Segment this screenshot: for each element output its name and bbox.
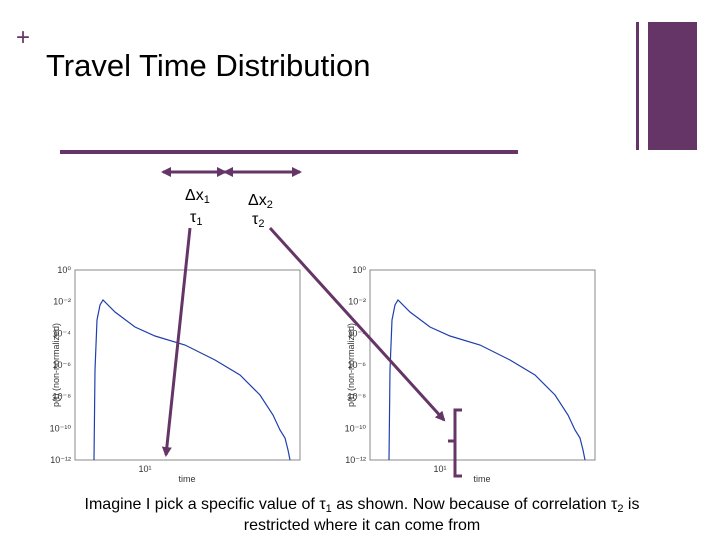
caption-text: as shown. Now because of correlation τ: [332, 496, 618, 513]
y-tick-label: 10⁻⁸: [347, 392, 366, 402]
divider: [60, 150, 518, 154]
y-tick-label: 10⁻⁸: [52, 392, 71, 402]
label: τ1: [190, 209, 202, 228]
y-tick-label: 10⁻⁴: [52, 328, 71, 338]
plot-frame: [74, 269, 301, 461]
subscript: 1: [326, 503, 332, 515]
y-tick-label: 10⁻⁴: [347, 328, 366, 338]
plots: 10⁰ 10⁻² 10⁻⁴ 10⁻⁶ 10⁻⁸ 10⁻¹⁰ 10⁻¹² 10¹ time p(t)…: [50, 265, 596, 484]
accent-bar-thin: [636, 22, 639, 150]
subscript: 2: [617, 503, 623, 515]
y-tick-label: 10⁻²: [53, 297, 71, 307]
caption-text: Imagine I pick a specific value of τ: [85, 496, 327, 513]
caption-line: restricted where it can come from: [244, 517, 481, 534]
slide-title: Travel Time Distribution: [46, 48, 370, 83]
accent-bar: [648, 22, 697, 150]
x-axis-label: time: [473, 474, 490, 484]
y-tick-label: 10⁻¹²: [345, 455, 366, 465]
range-bracket: [448, 408, 462, 478]
plot-frame: [369, 269, 596, 461]
pointer-arrow: [268, 226, 446, 422]
y-tick-label: 10⁰: [352, 265, 366, 275]
y-axis-label: p(t) (non-normalized): [346, 323, 356, 407]
y-tick-label: 10⁻²: [348, 297, 366, 307]
y-tick-label: 10⁻⁶: [348, 360, 367, 370]
pointer-arrow: [161, 227, 192, 457]
distribution-curve: [93, 299, 291, 461]
subscript: 1: [196, 216, 202, 228]
tau-label: τ: [252, 211, 259, 228]
dx-label: Δx: [185, 187, 204, 204]
x-tick-label: 10¹: [138, 464, 151, 474]
subscript: 2: [267, 199, 273, 211]
label: Δx1: [185, 187, 210, 206]
caption-text: is: [623, 496, 639, 513]
x-axis-label: time: [178, 474, 195, 484]
tau-label: τ: [190, 209, 197, 226]
distribution-curve: [388, 299, 586, 461]
y-tick-label: 10⁻⁶: [53, 360, 72, 370]
dx-label: Δx: [248, 192, 267, 209]
y-tick-label: 10⁻¹²: [50, 455, 71, 465]
y-tick-label: 10⁰: [57, 265, 71, 275]
subscript: 1: [204, 194, 210, 206]
subscript: 2: [258, 218, 264, 230]
plus-sign: +: [16, 24, 30, 51]
x-tick-label: 10¹: [433, 464, 446, 474]
y-axis-label: p(t) (non-normalized): [51, 323, 61, 407]
caption-line: Imagine I pick a specific value of τ1 as…: [85, 496, 640, 515]
label: Δx2: [248, 192, 273, 211]
y-tick-label: 10⁻¹⁰: [345, 423, 367, 433]
y-tick-label: 10⁻¹⁰: [50, 423, 72, 433]
label: τ2: [252, 211, 264, 230]
